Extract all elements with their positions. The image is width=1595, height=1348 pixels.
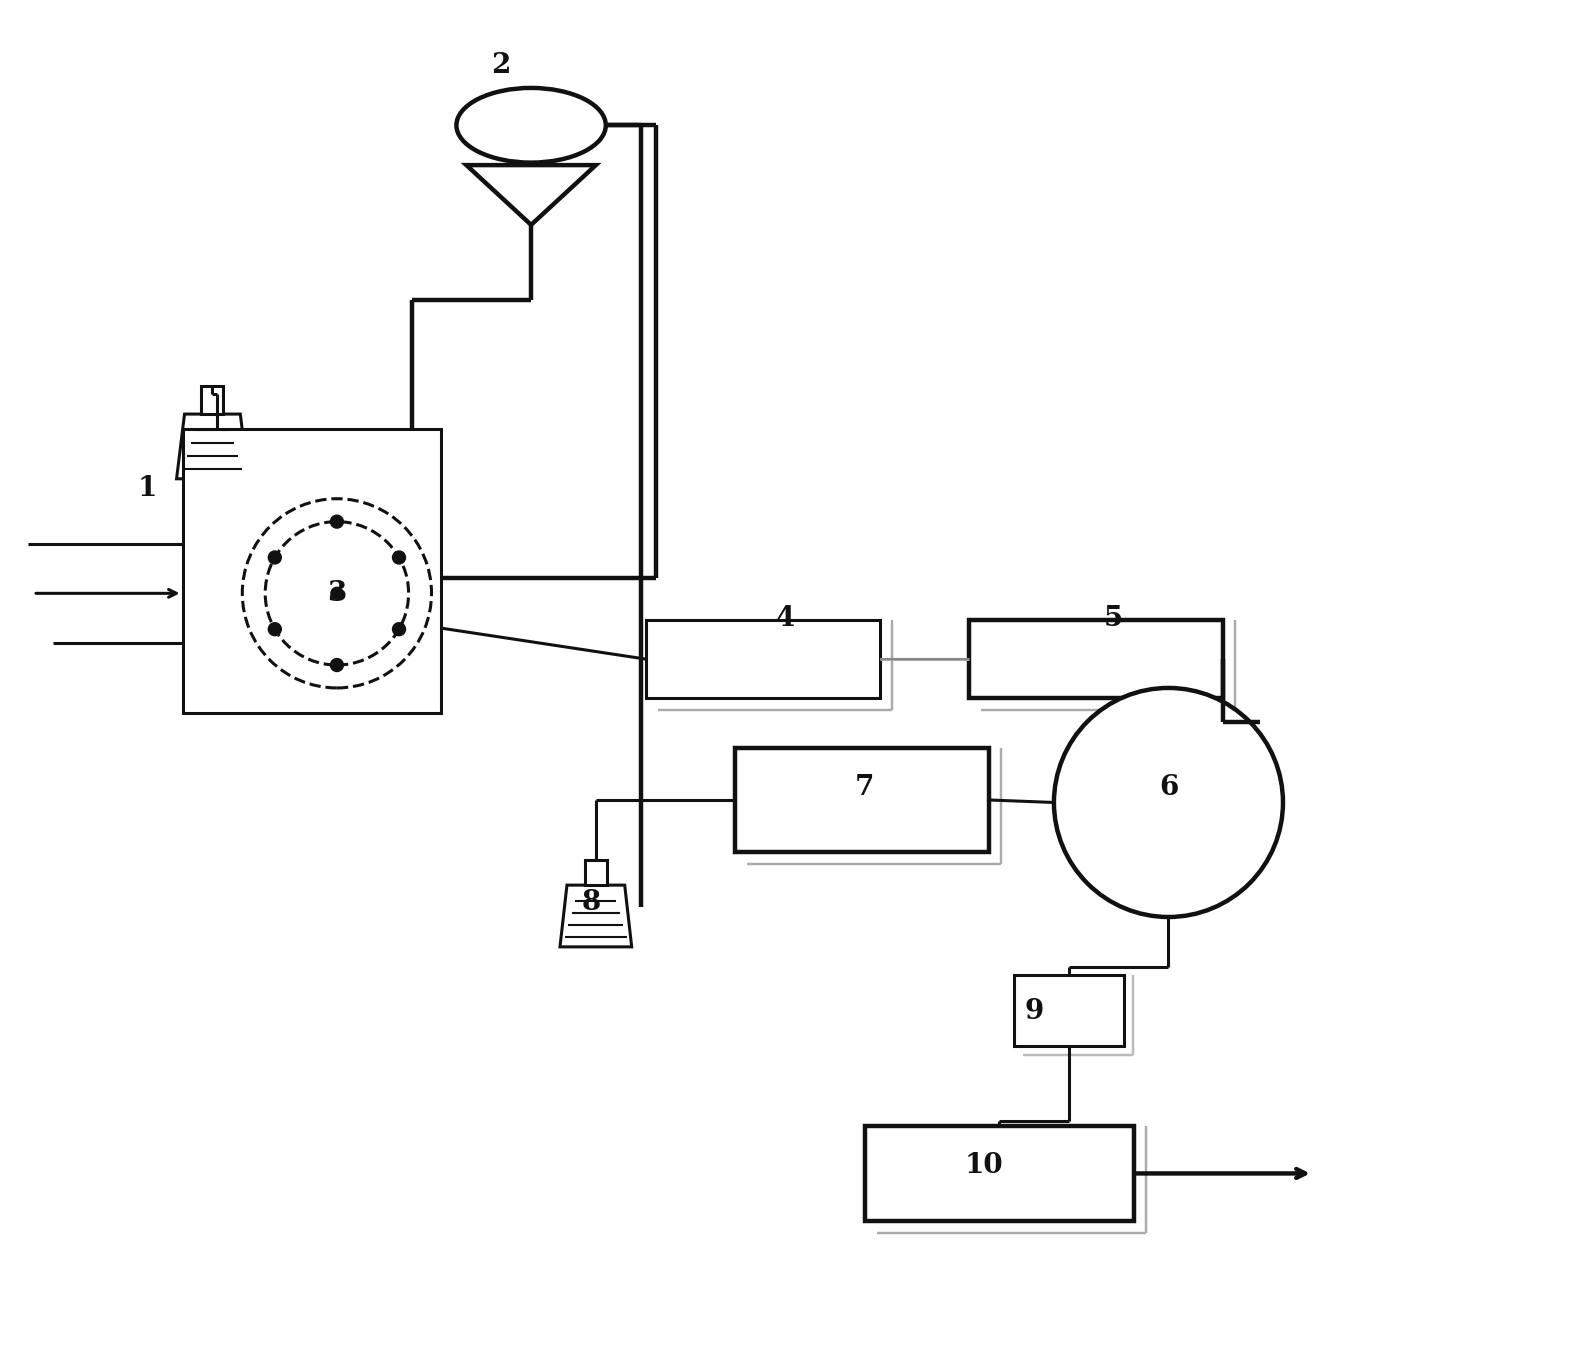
Polygon shape	[466, 164, 597, 225]
Circle shape	[392, 551, 405, 563]
Circle shape	[330, 659, 343, 671]
Text: 10: 10	[965, 1153, 1003, 1180]
Text: 8: 8	[581, 888, 600, 915]
Circle shape	[392, 623, 405, 636]
Text: 1: 1	[139, 476, 158, 503]
Circle shape	[265, 522, 408, 665]
Ellipse shape	[456, 88, 606, 163]
Circle shape	[268, 623, 281, 636]
Text: 3: 3	[327, 580, 346, 607]
Bar	[182, 429, 442, 713]
Bar	[646, 620, 880, 698]
Circle shape	[1054, 687, 1282, 917]
Bar	[201, 386, 223, 414]
Text: 6: 6	[1160, 774, 1179, 801]
Circle shape	[330, 588, 343, 600]
Polygon shape	[177, 414, 249, 479]
Bar	[864, 1126, 1134, 1221]
Text: 9: 9	[1024, 998, 1043, 1024]
Bar	[585, 860, 606, 886]
Text: 5: 5	[1104, 605, 1123, 632]
Bar	[1014, 975, 1123, 1046]
Bar	[735, 748, 989, 852]
Text: 4: 4	[775, 605, 794, 632]
Polygon shape	[560, 886, 632, 946]
Text: 2: 2	[491, 53, 510, 80]
Circle shape	[242, 499, 432, 687]
Bar	[970, 620, 1223, 698]
Circle shape	[330, 515, 343, 528]
Text: 7: 7	[855, 774, 874, 801]
Circle shape	[268, 551, 281, 563]
